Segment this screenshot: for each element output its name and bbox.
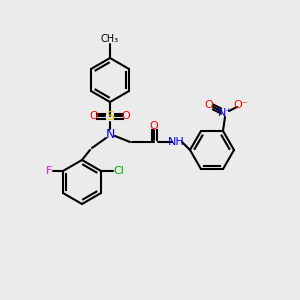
Text: N: N <box>105 128 115 140</box>
Text: CH₃: CH₃ <box>101 34 119 44</box>
Text: F: F <box>46 166 52 176</box>
Text: NH: NH <box>168 137 184 147</box>
Text: O: O <box>205 100 213 110</box>
Text: Cl: Cl <box>114 166 124 176</box>
Text: S: S <box>106 110 114 122</box>
Text: N⁺: N⁺ <box>218 108 232 118</box>
Text: O: O <box>122 111 130 121</box>
Text: O⁻: O⁻ <box>234 100 248 110</box>
Text: O: O <box>90 111 98 121</box>
Text: O: O <box>150 121 158 131</box>
